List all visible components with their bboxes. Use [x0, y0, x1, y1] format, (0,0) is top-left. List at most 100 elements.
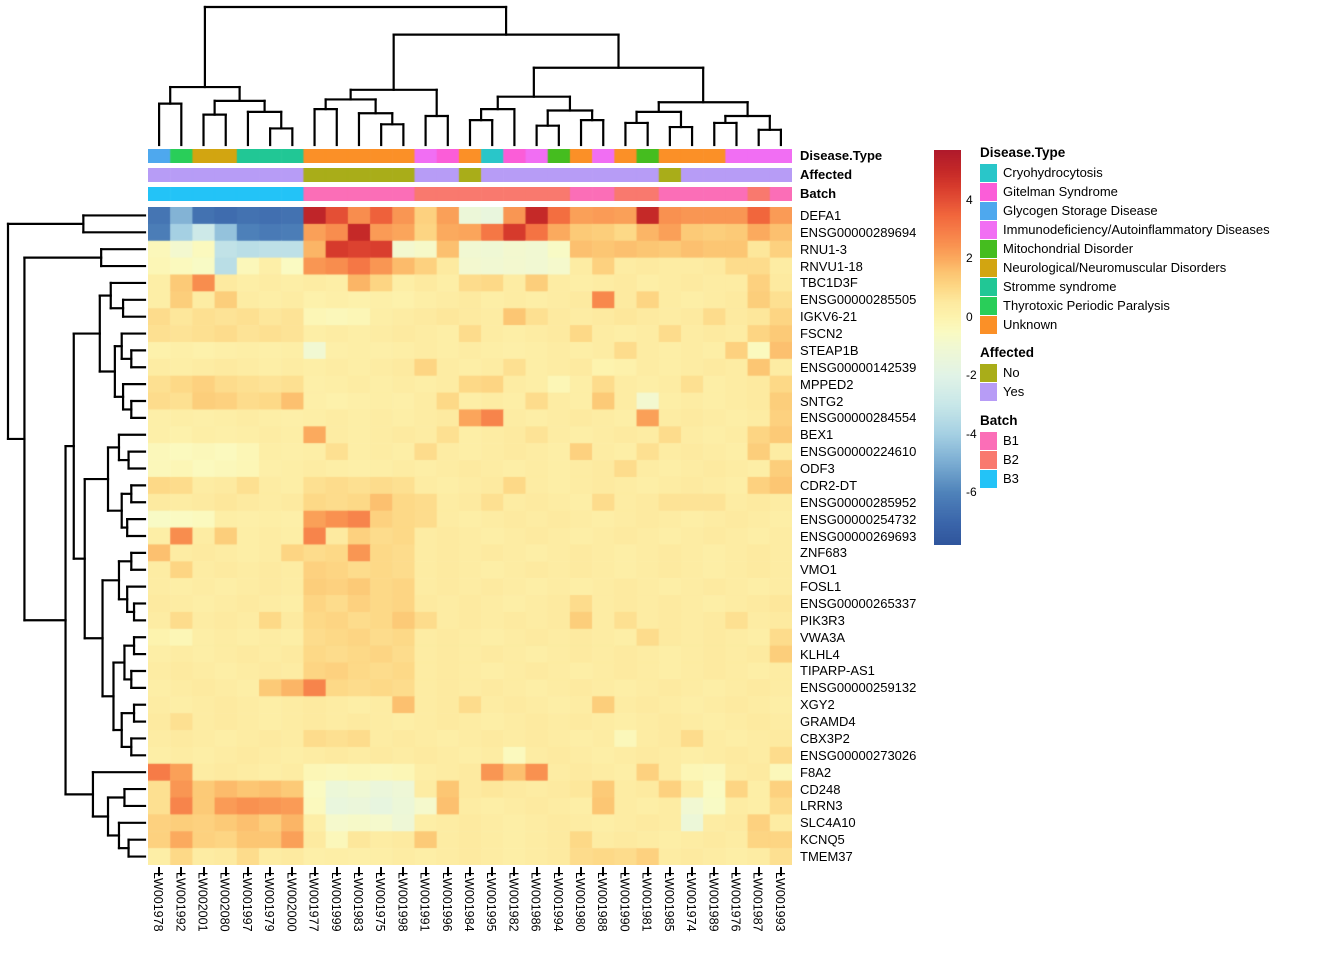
column-tick	[469, 867, 471, 876]
column-label-sample: LW001987	[750, 872, 765, 932]
column-tick	[735, 867, 738, 876]
legend-swatch-icon	[980, 470, 997, 488]
row-label-gene: GRAMD4	[800, 714, 856, 730]
column-tick	[602, 867, 605, 876]
row-label-gene: CDR2-DT	[800, 477, 858, 493]
column-tick	[779, 867, 782, 876]
row-label-gene: PIK3R3	[800, 612, 845, 628]
row-label-gene: TIPARP-AS1	[800, 663, 875, 679]
row-label-gene: SLC4A10	[800, 815, 856, 831]
column-tick	[357, 867, 360, 876]
column-tick	[446, 867, 449, 876]
legend-item-label: Gitelman Syndrome	[1003, 184, 1118, 199]
legend-swatch-icon	[980, 202, 997, 220]
column-label-sample: LW002080	[217, 872, 232, 932]
legend-title-disease-type: Disease.Type	[980, 145, 1066, 160]
row-label-gene: ZNF683	[800, 545, 847, 561]
column-tick	[158, 867, 161, 876]
left-dendrogram	[6, 214, 147, 858]
column-label-sample: LW001984	[462, 872, 476, 932]
column-tick	[202, 867, 205, 876]
column-label-sample: LW002000	[284, 872, 299, 932]
column-label-sample: LW001995	[484, 872, 499, 932]
legend-swatch-icon	[980, 278, 997, 296]
column-label-sample: LW001999	[328, 872, 343, 932]
row-label-gene: ENSG00000254732	[800, 511, 917, 527]
legend-swatch-icon	[980, 297, 997, 315]
column-label-sample: LW001993	[772, 872, 787, 932]
legend-item-label: Mitochondrial Disorder	[1003, 241, 1134, 256]
legend-item-label: Unknown	[1003, 317, 1058, 332]
column-label-sample: LW001992	[173, 872, 188, 932]
legend-swatch-icon	[980, 259, 997, 277]
row-label-gene: XGY2	[800, 697, 835, 713]
column-label-sample: LW001990	[617, 872, 632, 932]
legend-swatch-icon	[980, 183, 997, 201]
legend-item-label: No	[1003, 365, 1020, 380]
row-label-gene: VWA3A	[800, 629, 846, 645]
legend-swatch-icon	[980, 316, 997, 334]
row-label-gene: FSCN2	[800, 326, 843, 342]
colorbar-tick-label: 0	[966, 309, 973, 324]
row-label-gene: ENSG00000289694	[800, 224, 917, 240]
row-label-gene: RNU1-3	[800, 241, 847, 257]
row-label-gene: ENSG00000142539	[800, 359, 917, 375]
column-label-sample: LW001974	[684, 872, 699, 932]
legend-item-label: Cryohydrocytosis	[1003, 165, 1103, 180]
row-label-gene: ENSG00000285505	[800, 292, 917, 308]
row-label-gene: BEX1	[800, 427, 834, 443]
column-label-sample: LW001998	[395, 872, 410, 932]
row-label-gene: ENSG00000284554	[800, 410, 917, 426]
row-label-gene: F8A2	[800, 764, 832, 780]
column-tick	[668, 867, 671, 876]
legend-item-label: Glycogen Storage Disease	[1003, 203, 1158, 218]
legend-swatch-icon	[980, 432, 997, 450]
column-tick	[402, 867, 405, 876]
row-label-gene: MPPED2	[800, 376, 854, 392]
legend-item-label: Yes	[1003, 384, 1025, 399]
column-tick	[269, 867, 272, 876]
row-label-gene: SNTG2	[800, 393, 844, 409]
colorbar-tick-label: -6	[966, 485, 977, 500]
column-label-sample: LW001975	[373, 872, 388, 932]
column-tick	[535, 867, 538, 876]
colorbar-tick-label: -2	[966, 368, 977, 383]
row-label-gene: KLHL4	[800, 646, 840, 662]
column-annotation-affected-bar	[148, 168, 792, 182]
column-label-sample: LW001981	[639, 872, 654, 932]
column-label-sample: LW001982	[506, 872, 521, 932]
annotation-label-disease-type: Disease.Type	[800, 148, 883, 163]
row-label-gene: ENSG00000285952	[800, 494, 917, 510]
row-label-gene: ENSG00000265337	[800, 595, 917, 611]
row-label-gene: ENSG00000259132	[800, 680, 917, 696]
legend-item-label: B2	[1003, 452, 1019, 467]
column-tick	[646, 867, 649, 876]
column-tick	[624, 867, 627, 876]
column-label-sample: LW001996	[439, 872, 454, 932]
column-label-sample: LW001989	[706, 872, 721, 932]
column-label-sample: LW001986	[528, 872, 543, 932]
column-tick	[246, 867, 249, 876]
legend-item-label: B1	[1003, 433, 1019, 448]
column-tick	[424, 867, 427, 876]
row-label-gene: RNVU1-18	[800, 258, 863, 274]
annotation-label-batch: Batch	[800, 186, 837, 201]
column-tick	[291, 867, 294, 876]
column-tick	[335, 867, 338, 876]
column-label-sample: LW001991	[417, 872, 432, 932]
row-label-gene: CBX3P2	[800, 730, 850, 746]
row-label-gene: ODF3	[800, 461, 835, 476]
legend-item-label: B3	[1003, 471, 1019, 486]
column-label-sample: LW001994	[550, 872, 565, 932]
annotation-label-affected: Affected	[800, 167, 853, 182]
column-tick	[757, 867, 760, 876]
legend-swatch-icon	[980, 364, 997, 382]
row-label-gene: ENSG00000224610	[800, 444, 917, 460]
column-tick	[580, 867, 583, 876]
column-label-sample: LW001985	[661, 872, 676, 932]
legend-swatch-icon	[980, 240, 997, 258]
row-label-gene: ENSG00000273026	[800, 747, 917, 763]
row-label-gene: DEFA1	[800, 207, 842, 223]
legend-title-affected: Affected	[980, 345, 1035, 360]
